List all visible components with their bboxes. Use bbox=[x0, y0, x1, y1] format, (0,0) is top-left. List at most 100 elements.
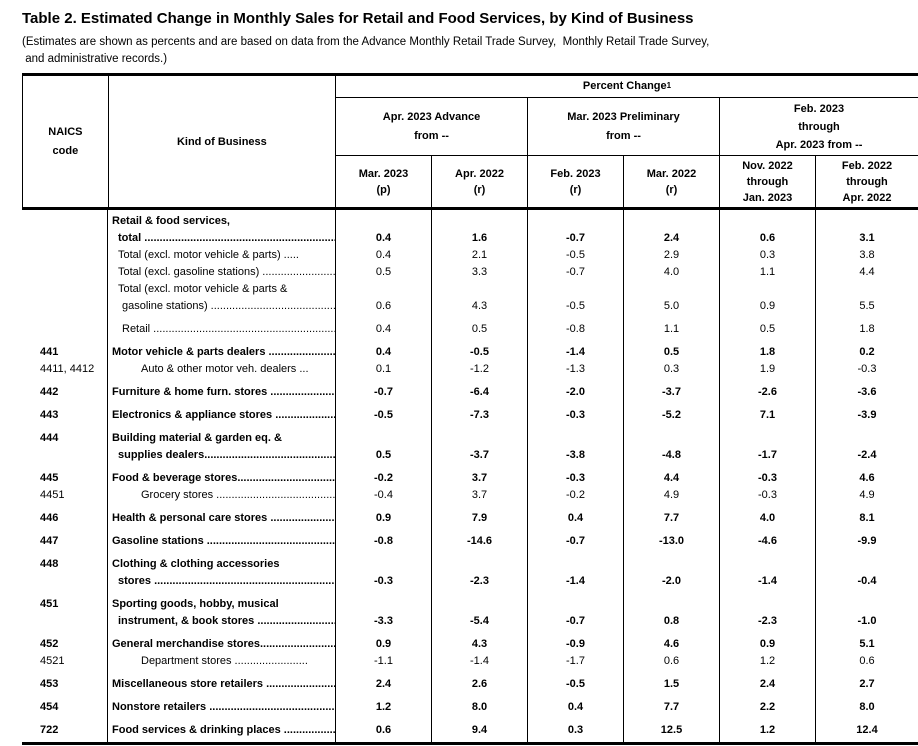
value-cell: 0.9 bbox=[336, 630, 432, 653]
business-label-cell: Miscellaneous store retailers ..........… bbox=[108, 670, 336, 693]
value-cell: 7.9 bbox=[432, 504, 528, 527]
table-row: 442 Furniture & home furn. stores .......… bbox=[22, 378, 918, 401]
value-cell: -0.7 bbox=[336, 378, 432, 401]
value-cell: 3.7 bbox=[432, 487, 528, 504]
business-label-cell: Health & personal care stores ..........… bbox=[108, 504, 336, 527]
header-percent-change-block: Percent Change 1 Apr. 2023 Advance from -… bbox=[336, 76, 918, 207]
value-cell: 3.8 bbox=[859, 249, 875, 261]
value-cell: 1.1 bbox=[720, 264, 816, 281]
value-cell: -1.4 bbox=[528, 550, 624, 590]
header-group-feb-2023-through: Feb. 2023 through Apr. 2023 from -- bbox=[775, 102, 863, 151]
value-cell: -1.4 bbox=[432, 653, 528, 670]
value-cell: 1.2 bbox=[720, 653, 816, 670]
business-label: Total (excl. gasoline stations) ........… bbox=[118, 266, 336, 278]
value-cell: 4.3 bbox=[432, 630, 528, 653]
value-cell: 12.5 bbox=[624, 716, 720, 742]
value-cell: -0.3 bbox=[857, 363, 877, 375]
table-row: Total (excl. gasoline stations) ........… bbox=[22, 264, 918, 281]
header-col-mar-2023-p: Mar. 2023 (p) bbox=[336, 156, 432, 207]
naics-code-cell bbox=[22, 210, 108, 247]
naics-code-cell: 452 bbox=[22, 630, 108, 653]
table-row: 454 Nonstore retailers ..................… bbox=[22, 693, 918, 716]
value-cell: 1.8 bbox=[720, 338, 816, 361]
value-cell: -0.8 bbox=[528, 315, 624, 338]
table-row: 446 Health & personal care stores .......… bbox=[22, 504, 918, 527]
business-label-cell: Grocery stores .........................… bbox=[108, 487, 336, 504]
value-cell: 0.3 bbox=[528, 716, 624, 742]
value-cell: -0.7 bbox=[528, 264, 624, 281]
value-cell: 4.0 bbox=[720, 504, 816, 527]
naics-code-cell: 441 bbox=[22, 338, 108, 361]
value-cell: 0.4 bbox=[336, 338, 432, 361]
value-cell: -1.7 bbox=[528, 653, 624, 670]
business-label-cell: Nonstore retailers .....................… bbox=[108, 693, 336, 716]
value-cell: 1.1 bbox=[624, 315, 720, 338]
header-col-mar-2022-r: Mar. 2022 (r) bbox=[624, 156, 720, 207]
value-cell: -4.6 bbox=[720, 527, 816, 550]
value-cell: 1.5 bbox=[624, 670, 720, 693]
value-cell: 2.7 bbox=[859, 678, 875, 690]
business-label: Health & personal care stores ..........… bbox=[112, 512, 335, 524]
naics-code-cell: 443 bbox=[22, 401, 108, 424]
business-label: Total (excl. motor vehicle & parts) ....… bbox=[118, 249, 299, 261]
business-label-cell: Gasoline stations ......................… bbox=[108, 527, 336, 550]
value-cell: 4.9 bbox=[859, 489, 875, 501]
data-table: NAICS code Kind of Business Percent Chan… bbox=[22, 73, 918, 745]
header-kind-of-business: Kind of Business bbox=[109, 76, 336, 207]
value-cell: 4.6 bbox=[624, 630, 720, 653]
value-cell: -0.5 bbox=[528, 247, 624, 264]
business-label-cell: Sporting goods, hobby, musical instrument… bbox=[108, 590, 336, 630]
percent-change-label: Percent Change bbox=[582, 80, 667, 93]
table-subtitle: (Estimates are shown as percents and are… bbox=[22, 34, 709, 68]
naics-code-cell: 448 bbox=[22, 550, 108, 590]
value-cell: -0.4 bbox=[336, 487, 432, 504]
value-cell: -2.0 bbox=[528, 378, 624, 401]
value-cell: -3.6 bbox=[857, 386, 877, 398]
table-row: Retail & food services, total ...........… bbox=[22, 210, 918, 247]
value-cell: 7.7 bbox=[624, 504, 720, 527]
value-cell: 0.4 bbox=[336, 315, 432, 338]
header-group-apr-2023-advance: Apr. 2023 Advance from -- bbox=[336, 97, 528, 156]
business-label-cell: Department stores ......................… bbox=[108, 653, 336, 670]
value-cell: -0.3 bbox=[720, 487, 816, 504]
table-row: 444 Building material & garden eq. & suppl… bbox=[22, 424, 918, 464]
header-col-feb-2023-r: Feb. 2023 (r) bbox=[528, 156, 624, 207]
value-cell: -3.3 bbox=[336, 590, 432, 630]
value-cell: 0.6 bbox=[859, 655, 875, 667]
value-cell: 9.4 bbox=[432, 716, 528, 742]
naics-code-cell: 445 bbox=[22, 464, 108, 487]
business-label-cell: Motor vehicle & parts dealers ..........… bbox=[108, 338, 336, 361]
value-cell: 4.4 bbox=[624, 464, 720, 487]
business-label-cell: Retail & food services, total ...........… bbox=[108, 210, 336, 247]
table-row: 452 General merchandise stores...........… bbox=[22, 630, 918, 653]
header-naics-code: NAICS code bbox=[23, 76, 109, 207]
table-row: 451 Sporting goods, hobby, musical instrum… bbox=[22, 590, 918, 630]
business-label-line1: Clothing & clothing accessories bbox=[112, 558, 280, 570]
business-label-cell: Electronics & appliance stores .........… bbox=[108, 401, 336, 424]
business-label: Electronics & appliance stores .........… bbox=[112, 409, 335, 421]
value-cell: -3.7 bbox=[624, 378, 720, 401]
table-row: Total (excl. motor vehicle & parts) ....… bbox=[22, 247, 918, 264]
value-cell: -2.4 bbox=[857, 449, 877, 461]
business-label-cell: Total (excl. motor vehicle & parts & gaso… bbox=[108, 281, 336, 315]
naics-code-cell: 446 bbox=[22, 504, 108, 527]
business-label-cell: General merchandise stores..............… bbox=[108, 630, 336, 653]
value-cell: -3.8 bbox=[528, 424, 624, 464]
value-cell: -0.7 bbox=[528, 210, 624, 247]
naics-code-cell: 453 bbox=[22, 670, 108, 693]
value-cell: 0.6 bbox=[720, 210, 816, 247]
business-label-line1: Retail & food services, bbox=[112, 215, 230, 227]
value-cell: 4.0 bbox=[624, 264, 720, 281]
value-cell: -0.2 bbox=[336, 464, 432, 487]
value-cell: 4.9 bbox=[624, 487, 720, 504]
value-cell: -0.3 bbox=[336, 550, 432, 590]
value-cell: -0.9 bbox=[528, 630, 624, 653]
value-cell: 4.3 bbox=[432, 281, 528, 315]
value-cell: -0.5 bbox=[432, 338, 528, 361]
value-cell: 0.5 bbox=[432, 315, 528, 338]
value-cell: 0.9 bbox=[720, 630, 816, 653]
value-cell: -2.0 bbox=[624, 550, 720, 590]
value-cell: -0.7 bbox=[528, 527, 624, 550]
value-cell: -3.9 bbox=[857, 409, 877, 421]
value-cell: -14.6 bbox=[432, 527, 528, 550]
